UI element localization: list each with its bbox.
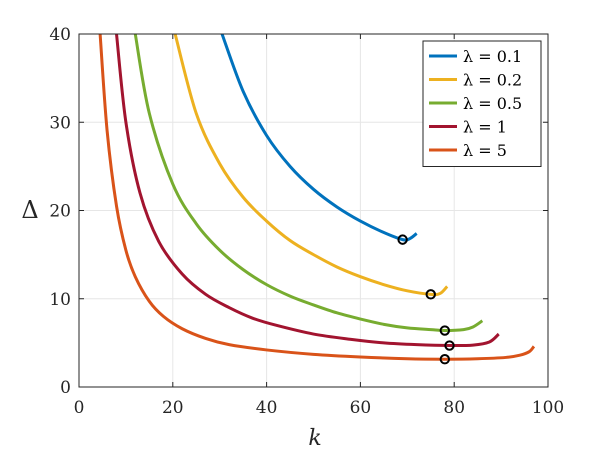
series-layer <box>98 33 536 361</box>
series-line-1 <box>173 33 449 297</box>
series-line-4 <box>98 33 536 361</box>
series-line-3 <box>115 33 500 348</box>
min-marker-1 <box>425 289 436 300</box>
y-tick-label: 40 <box>49 25 71 45</box>
x-tick-label: 40 <box>256 398 278 418</box>
x-tick-label: 80 <box>443 398 465 418</box>
legend-label-4: λ = 5 <box>463 141 507 160</box>
y-axis-label: Δ <box>21 196 38 224</box>
marker-layer <box>397 234 455 365</box>
y-tick-label: 10 <box>49 290 71 310</box>
legend: λ = 0.1 λ = 0.2 λ = 0.5 λ = 1 λ = 5 <box>422 40 542 167</box>
y-tick-label: 30 <box>49 113 71 133</box>
y-tick-label: 0 <box>60 378 71 398</box>
legend-label-1: λ = 0.2 <box>463 71 522 90</box>
x-tick-label: 60 <box>350 398 372 418</box>
legend-label-0: λ = 0.1 <box>463 47 522 66</box>
tick-layer: 0 20 40 60 80 100 0 10 20 30 40 <box>49 25 564 418</box>
min-marker-2 <box>439 325 451 336</box>
y-tick-label: 20 <box>49 202 71 222</box>
min-marker-4 <box>439 354 451 365</box>
x-tick-label: 100 <box>532 398 564 418</box>
legend-label-2: λ = 0.5 <box>463 94 522 113</box>
x-axis-label: k <box>308 426 321 451</box>
x-tick-label: 20 <box>162 398 184 418</box>
legend-label-3: λ = 1 <box>463 118 507 137</box>
series-line-0 <box>220 33 418 242</box>
series-line-2 <box>133 33 484 333</box>
x-tick-label: 0 <box>74 398 85 418</box>
min-marker-3 <box>444 340 455 351</box>
min-marker-0 <box>397 234 408 245</box>
